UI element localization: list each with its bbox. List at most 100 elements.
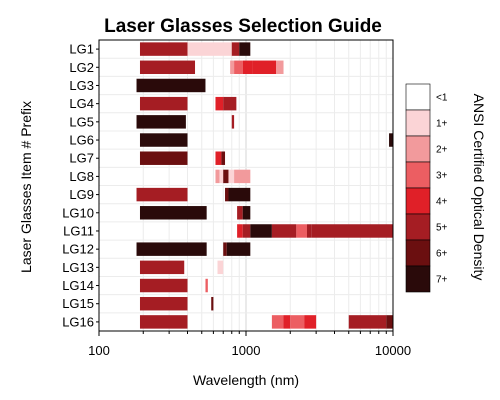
legend-swatch <box>405 83 431 111</box>
od-segment-lg9 <box>136 187 188 202</box>
od-segment-lg9 <box>225 187 229 202</box>
legend-label: 7+ <box>436 275 448 286</box>
legend-swatch <box>405 109 431 137</box>
y-tick-label: LG5 <box>69 114 94 129</box>
od-segment-lg15 <box>139 296 188 311</box>
legend-label: 1+ <box>436 119 448 130</box>
od-segment-lg6 <box>139 133 188 147</box>
y-tick-label: LG6 <box>69 133 94 148</box>
od-segment-lg11 <box>296 224 308 238</box>
od-segment-lg16 <box>139 315 188 329</box>
od-segment-lg11 <box>271 224 297 238</box>
legend-label: 3+ <box>436 171 448 182</box>
od-segment-lg2 <box>242 60 253 75</box>
y-tick-label: LG13 <box>62 260 94 275</box>
od-segment-lg13 <box>217 260 224 275</box>
od-segment-lg3 <box>136 78 206 93</box>
y-tick-label: LG12 <box>62 242 94 257</box>
od-segment-lg12 <box>223 242 227 256</box>
od-segment-lg2 <box>139 60 196 75</box>
y-tick-label: LG2 <box>69 60 94 75</box>
od-segment-lg16 <box>386 315 393 329</box>
od-segment-lg4 <box>139 96 188 111</box>
legend-label: 6+ <box>436 249 448 260</box>
od-segment-lg7 <box>221 151 226 165</box>
y-tick-label: LG8 <box>69 169 94 184</box>
x-axis-title: Wavelength (nm) <box>193 372 299 388</box>
od-segment-lg8 <box>228 169 235 184</box>
od-segment-lg16 <box>290 315 305 329</box>
od-segment-lg2 <box>276 60 284 75</box>
y-tick-label: LG10 <box>62 205 94 220</box>
od-segment-lg15 <box>211 296 214 311</box>
od-segment-lg14 <box>139 278 188 293</box>
od-segment-lg11 <box>307 224 312 238</box>
legend-label: 2+ <box>436 145 448 156</box>
od-segment-lg11 <box>311 224 393 238</box>
x-tick-label: 100 <box>88 343 110 358</box>
od-segment-lg8 <box>219 169 224 184</box>
y-tick-label: LG11 <box>63 223 94 238</box>
od-segment-lg12 <box>226 242 251 256</box>
plot-grid <box>99 40 393 331</box>
x-tick-labels: 100 1000 10000 <box>88 331 411 358</box>
od-legend: <1 1+ 2+ 3+ 4+ 5+ 6+ 7+ <box>405 83 448 293</box>
x-tick-label: 10000 <box>375 343 411 358</box>
od-segment-lg6 <box>389 133 393 147</box>
legend-swatch <box>405 213 431 241</box>
od-segment-lg7 <box>139 151 188 165</box>
od-segment-lg8 <box>223 169 229 184</box>
od-segment-lg4 <box>215 96 224 111</box>
y-tick-label: LG16 <box>62 314 94 329</box>
od-segment-lg1 <box>139 42 188 56</box>
od-segment-lg14 <box>205 278 208 293</box>
od-segment-lg7 <box>215 151 222 165</box>
y-tick-label: LG15 <box>62 296 94 311</box>
od-segment-lg1 <box>239 42 251 56</box>
y-tick-labels: LG1 LG2 LG3 LG4 LG5 LG6 LG7 LG8 LG9 LG10 LG11 LG12 L… <box>62 42 99 329</box>
legend-label: 5+ <box>436 223 448 234</box>
od-segment-lg4 <box>223 96 237 111</box>
od-segment-lg1 <box>231 42 240 56</box>
legend-swatch <box>405 135 431 163</box>
od-segment-lg11 <box>250 224 272 238</box>
legend-title: ANSI Certified Optical Density <box>471 94 487 281</box>
x-tick-label: 1000 <box>232 343 261 358</box>
od-segment-lg1 <box>187 42 232 56</box>
od-segment-lg11 <box>242 224 251 238</box>
od-segment-lg8 <box>215 169 220 184</box>
legend-label: <1 <box>436 93 448 104</box>
y-tick-label: LG14 <box>62 278 94 293</box>
od-segment-lg16 <box>304 315 317 329</box>
y-tick-label: LG3 <box>69 78 94 93</box>
legend-swatch <box>405 161 431 189</box>
chart-title: Laser Glasses Selection Guide <box>104 16 382 37</box>
legend-label: 4+ <box>436 197 448 208</box>
y-tick-label: LG7 <box>69 151 94 166</box>
od-segment-lg9 <box>228 187 251 202</box>
od-segment-lg16 <box>348 315 387 329</box>
od-segment-lg8 <box>234 169 251 184</box>
heatmap-bars <box>136 42 393 329</box>
legend-swatch <box>405 265 431 293</box>
od-segment-lg2 <box>230 60 235 75</box>
od-segment-lg11 <box>237 224 243 238</box>
y-axis-title: Laser Glasses Item # Prefix <box>18 101 34 273</box>
od-segment-lg10 <box>139 206 207 220</box>
legend-swatch <box>405 187 431 215</box>
od-segment-lg16 <box>283 315 291 329</box>
y-tick-label: LG1 <box>69 42 94 57</box>
od-segment-lg2 <box>252 60 277 75</box>
od-segment-lg5 <box>136 115 186 129</box>
y-tick-label: LG9 <box>69 187 94 202</box>
od-segment-lg5 <box>231 115 235 129</box>
y-tick-label: LG4 <box>69 96 94 111</box>
legend-swatch <box>405 239 431 267</box>
od-segment-lg16 <box>271 315 284 329</box>
od-segment-lg10 <box>237 206 243 220</box>
od-segment-lg10 <box>242 206 251 220</box>
od-segment-lg13 <box>139 260 185 275</box>
od-segment-lg12 <box>136 242 207 256</box>
od-segment-lg2 <box>234 60 243 75</box>
